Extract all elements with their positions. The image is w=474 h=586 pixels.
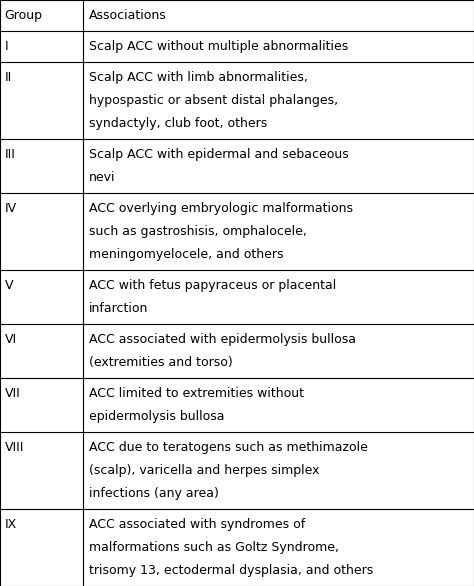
Text: ACC overlying embryologic malformations: ACC overlying embryologic malformations [89,202,353,215]
Text: ACC due to teratogens such as methimazole: ACC due to teratogens such as methimazol… [89,441,367,454]
Text: IX: IX [5,518,17,531]
Text: (scalp), varicella and herpes simplex: (scalp), varicella and herpes simplex [89,464,319,477]
Text: trisomy 13, ectodermal dysplasia, and others: trisomy 13, ectodermal dysplasia, and ot… [89,564,373,577]
Text: ACC associated with epidermolysis bullosa: ACC associated with epidermolysis bullos… [89,333,356,346]
Text: such as gastroshisis, omphalocele,: such as gastroshisis, omphalocele, [89,225,307,238]
Text: hypospastic or absent distal phalanges,: hypospastic or absent distal phalanges, [89,94,338,107]
Text: III: III [5,148,16,161]
Text: VI: VI [5,333,17,346]
Text: VII: VII [5,387,20,400]
Text: II: II [5,71,12,84]
Text: Scalp ACC without multiple abnormalities: Scalp ACC without multiple abnormalities [89,40,348,53]
Text: epidermolysis bullosa: epidermolysis bullosa [89,410,224,423]
Text: infarction: infarction [89,302,148,315]
Text: Associations: Associations [89,9,166,22]
Text: IV: IV [5,202,17,215]
Text: nevi: nevi [89,171,115,184]
Text: V: V [5,279,13,292]
Text: syndactyly, club foot, others: syndactyly, club foot, others [89,117,267,130]
Text: Scalp ACC with limb abnormalities,: Scalp ACC with limb abnormalities, [89,71,308,84]
Text: ACC associated with syndromes of: ACC associated with syndromes of [89,518,305,531]
Text: malformations such as Goltz Syndrome,: malformations such as Goltz Syndrome, [89,541,338,554]
Text: ACC limited to extremities without: ACC limited to extremities without [89,387,304,400]
Text: ACC with fetus papyraceus or placental: ACC with fetus papyraceus or placental [89,279,336,292]
Text: Group: Group [5,9,43,22]
Text: meningomyelocele, and others: meningomyelocele, and others [89,248,283,261]
Text: VIII: VIII [5,441,24,454]
Text: Scalp ACC with epidermal and sebaceous: Scalp ACC with epidermal and sebaceous [89,148,348,161]
Text: infections (any area): infections (any area) [89,487,219,500]
Text: I: I [5,40,9,53]
Text: (extremities and torso): (extremities and torso) [89,356,232,369]
